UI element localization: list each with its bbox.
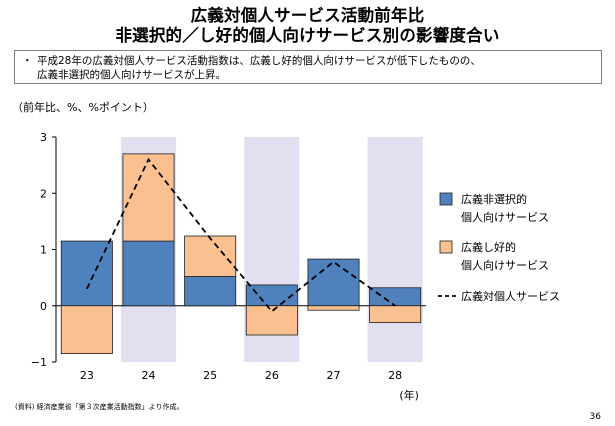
y-axis-unit-label: （前年比、%、%ポイント） — [12, 101, 154, 114]
legend-swatch-discretionary — [439, 240, 453, 254]
bar-discretionary-26 — [245, 305, 298, 336]
bar-discretionary-25 — [184, 235, 237, 277]
summary-box: ・ 平成28年の広義対個人サービス活動指数は、広義し好的個人向けサービスが低下し… — [14, 50, 602, 84]
legend-label-non-selective: 広義非選択的 — [461, 192, 527, 206]
y-tick-label: 2 — [40, 187, 47, 200]
legend-label-non-selective: 個人向けサービス — [461, 210, 549, 224]
x-axis-unit-label: (年) — [399, 388, 419, 402]
y-tick-label: −1 — [31, 356, 47, 369]
summary-line-1: 平成28年の広義対個人サービス活動指数は、広義し好的個人向けサービスが低下したも… — [37, 55, 481, 67]
legend-label-discretionary: 広義し好的 — [461, 240, 516, 254]
page-number: 36 — [589, 412, 601, 422]
chart-title-line-2: 非選択的／し好的個人向けサービス別の影響度合い — [115, 26, 500, 45]
bar-non-selective-27 — [307, 258, 360, 307]
legend-swatch-non-selective — [439, 192, 453, 206]
bar-non-selective-25 — [184, 276, 237, 307]
x-tick-label: 27 — [327, 369, 341, 382]
y-tick-label: 3 — [40, 131, 47, 144]
shaded-band-28 — [367, 137, 423, 362]
bar-discretionary-27 — [307, 305, 360, 311]
legend-label-total: 広義対個人サービス — [461, 289, 560, 303]
y-tick-label: 1 — [40, 244, 47, 257]
x-tick-label: 24 — [142, 369, 156, 382]
x-tick-label: 28 — [388, 369, 402, 382]
chart-title-line-1: 広義対個人サービス活動前年比 — [190, 6, 425, 25]
bar-non-selective-28 — [369, 287, 422, 307]
x-tick-label: 23 — [80, 369, 94, 382]
bar-non-selective-26 — [245, 284, 298, 307]
bar-non-selective-24 — [122, 240, 175, 307]
x-tick-label: 25 — [203, 369, 217, 382]
total-line — [86, 157, 396, 313]
x-tick-label: 26 — [265, 369, 279, 382]
y-tick-label: 0 — [40, 300, 47, 313]
summary-bullet: ・ — [22, 55, 33, 67]
summary-line-2: 広義非選択的個人向けサービスが上昇。 — [37, 69, 226, 81]
bar-discretionary-23 — [60, 305, 113, 354]
bar-discretionary-24 — [122, 153, 175, 242]
legend-label-discretionary: 個人向けサービス — [461, 258, 549, 272]
bar-discretionary-28 — [369, 305, 422, 324]
source-note: (資料) 経済産業省「第３次産業活動指数」より作成。 — [15, 403, 184, 411]
